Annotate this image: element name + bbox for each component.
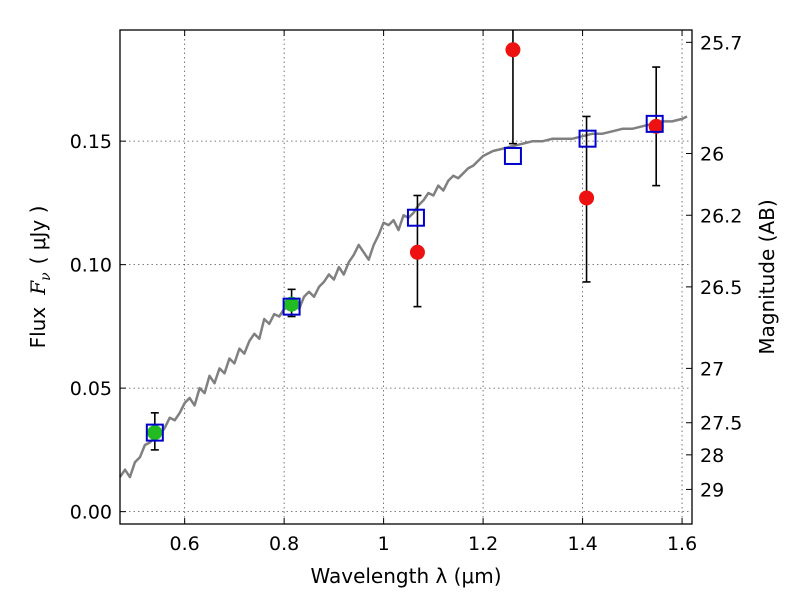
- x-tick-label: 0.6: [170, 533, 200, 555]
- plot-frame: [119, 29, 693, 525]
- y2-tick-label: 26.5: [700, 277, 742, 299]
- observed-point: [409, 244, 425, 260]
- y-tick-label: 0.05: [70, 378, 112, 400]
- x-tick-label: 1.4: [567, 533, 597, 555]
- x-tick-label: 1.2: [468, 533, 498, 555]
- x-tick-label: 1.6: [667, 533, 697, 555]
- series-layer: [118, 30, 688, 479]
- y2-axis-label: Magnitude (AB): [755, 199, 779, 354]
- y2-tick-label: 25.7: [700, 32, 742, 54]
- y-axis-label: Flux Fν ( μJy ): [26, 206, 54, 349]
- observed-point: [648, 118, 664, 134]
- model-spectrum-line: [118, 115, 688, 479]
- y-tick-label: 0.00: [70, 502, 112, 524]
- y2-tick-label: 26: [700, 144, 724, 166]
- model-photometry-point: [282, 297, 301, 316]
- model-photometry-point: [503, 146, 522, 165]
- model-photometry-point: [145, 423, 164, 442]
- y-tick-label: 0.10: [70, 255, 112, 277]
- observed-point: [505, 42, 521, 58]
- model-photometry-point: [406, 208, 425, 227]
- observed-point: [147, 425, 163, 441]
- y2-tick-label: 27: [700, 358, 724, 380]
- y2-tick-label: 29: [700, 479, 724, 501]
- model-photometry-point: [578, 129, 597, 148]
- y2-tick-label: 27.5: [700, 413, 742, 435]
- y-axis-label-symbol: F: [26, 280, 50, 296]
- y-axis-label-unit: ( μJy ): [26, 206, 50, 265]
- y-axis-label-subscript: ν: [38, 272, 54, 281]
- observed-point: [579, 190, 595, 206]
- tick-layer: 0.6 0.8 1 1.2 1.4 1.6 0.00 0.05 0.10 0.15 25.7 26 26…: [70, 30, 742, 555]
- x-axis-label: Wavelength λ (μm): [310, 564, 501, 588]
- x-tick-label: 1: [378, 533, 390, 555]
- y2-tick-label: 26.2: [700, 205, 742, 227]
- y-axis-label-text: Flux: [26, 307, 50, 349]
- observed-point: [284, 296, 300, 312]
- y2-tick-label: 28: [700, 445, 724, 467]
- x-tick-label: 0.8: [269, 533, 299, 555]
- grid-lines: [120, 30, 692, 524]
- y-tick-label: 0.15: [70, 131, 112, 153]
- model-photometry-point: [645, 114, 664, 133]
